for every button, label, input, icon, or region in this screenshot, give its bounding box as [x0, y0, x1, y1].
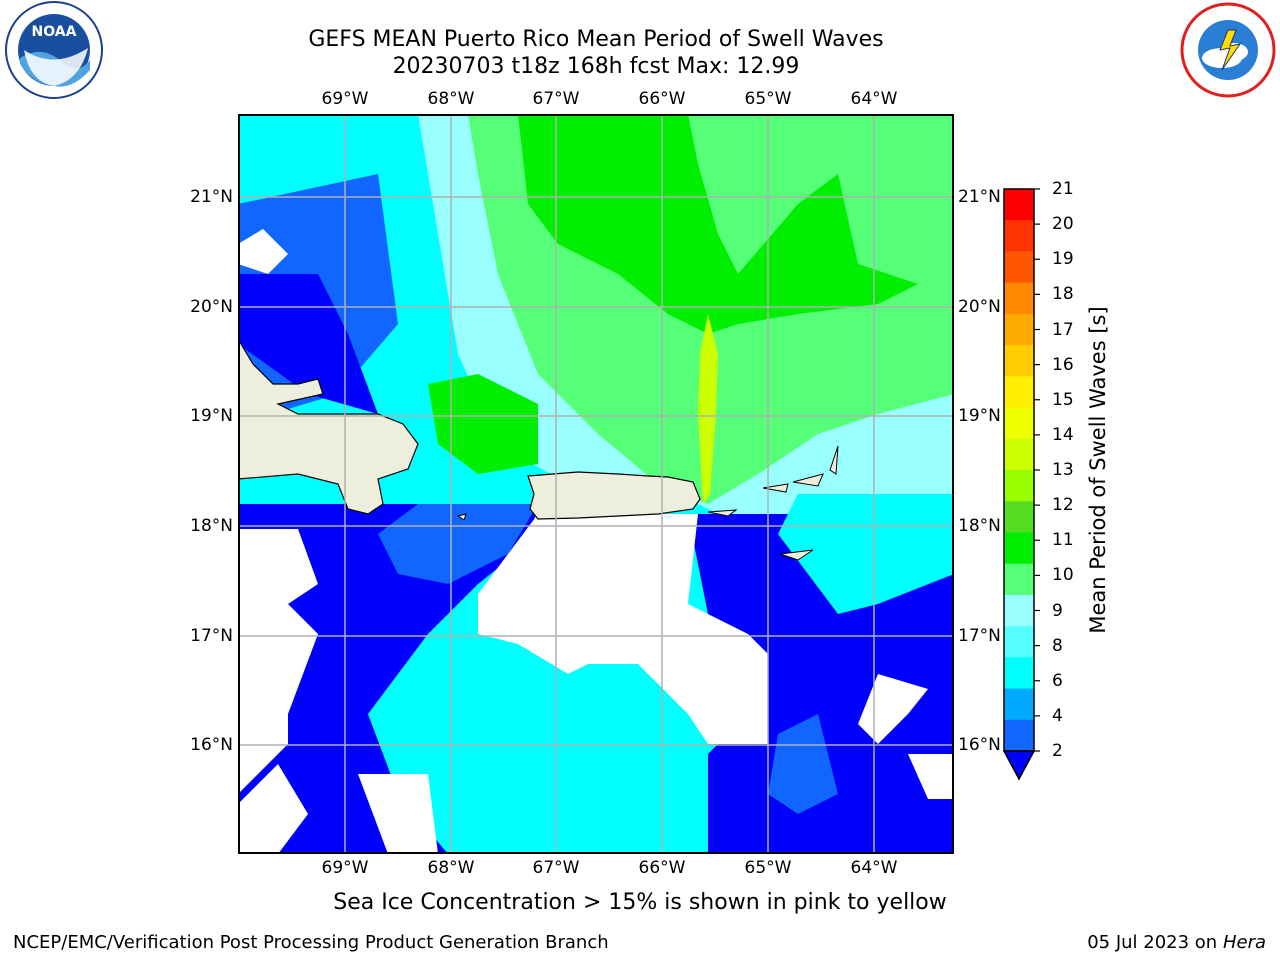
colorbar-tick-label: 10 — [1052, 565, 1074, 586]
colorbar-tick-label: 11 — [1052, 530, 1074, 551]
nws-logo — [1180, 2, 1276, 98]
lat-label-right: 21°N — [958, 187, 1001, 207]
no-data-area — [908, 754, 954, 799]
colorbar-band — [1004, 594, 1034, 627]
colorbar-tick-label: 6 — [1052, 670, 1063, 691]
lon-label-top: 68°W — [427, 89, 475, 109]
lat-label-left: 21°N — [190, 187, 233, 207]
map-frame — [238, 114, 954, 854]
lon-label-bottom: 66°W — [638, 858, 686, 878]
chart-subtitle: 20230703 t18z 168h fcst Max: 12.99 — [392, 54, 800, 79]
colorbar-band — [1004, 626, 1034, 658]
colorbar-band — [1004, 563, 1034, 596]
colorbar-band — [1004, 501, 1034, 533]
land-islands — [829, 445, 839, 475]
colorbar-tick-label: 20 — [1052, 214, 1074, 235]
lat-label-left: 19°N — [190, 406, 233, 426]
lon-label-top: 69°W — [321, 89, 369, 109]
colorbar-band — [1004, 220, 1034, 252]
colorbar-band — [1004, 532, 1034, 565]
colorbar-band — [1004, 719, 1034, 752]
footer-date-text: 05 Jul 2023 on — [1087, 932, 1223, 953]
contour-band-cyan-east — [778, 494, 954, 614]
no-data-area — [358, 774, 438, 854]
land-puerto-rico — [527, 471, 701, 520]
contour-band-light-blue-south — [378, 504, 538, 584]
colorbar-band — [1004, 688, 1034, 721]
colorbar-band — [1004, 251, 1034, 284]
contour-band-light-blue-east — [768, 714, 838, 814]
contour-band-blue-west — [238, 274, 378, 414]
no-data-area — [858, 674, 928, 744]
lon-label-top: 66°W — [638, 89, 686, 109]
colorbar-tick-label: 2 — [1052, 741, 1063, 761]
colorbar-band — [1004, 313, 1034, 346]
footer-credit: NCEP/EMC/Verification Post Processing Pr… — [13, 932, 609, 953]
no-data-area — [238, 529, 318, 794]
colorbar — [1002, 188, 1040, 781]
no-data-area — [238, 229, 288, 274]
no-data-area — [478, 514, 768, 744]
contour-band-blue-south — [238, 504, 538, 854]
lon-label-bottom: 68°W — [427, 858, 475, 878]
colorbar-label: Mean Period of Swell Waves [s] — [1086, 306, 1110, 634]
contour-band-green-west — [428, 374, 538, 474]
noaa-logo: NOAA — [5, 1, 103, 99]
colorbar-tick-label: 12 — [1052, 495, 1074, 516]
colorbar-band — [1004, 282, 1034, 315]
lon-label-top: 67°W — [532, 89, 580, 109]
contour-band-green — [518, 114, 918, 334]
contour-band-yellow-green — [698, 314, 718, 504]
land-islands — [779, 549, 814, 561]
swell-period-map — [238, 114, 954, 854]
colorbar-tick-label: 18 — [1052, 284, 1074, 305]
lon-label-bottom: 65°W — [744, 858, 792, 878]
land-islands — [707, 509, 738, 517]
land-islands — [456, 513, 467, 521]
lon-label-bottom: 67°W — [532, 858, 580, 878]
lat-label-right: 17°N — [958, 626, 1001, 646]
colorbar-tick-label: 4 — [1052, 705, 1063, 726]
no-data-area — [238, 764, 308, 854]
lat-label-left: 17°N — [190, 626, 233, 646]
lon-label-top: 64°W — [850, 89, 898, 109]
colorbar-band — [1004, 438, 1034, 471]
colorbar-band — [1004, 470, 1034, 502]
lon-label-bottom: 64°W — [850, 858, 898, 878]
lat-label-right: 19°N — [958, 406, 1001, 426]
colorbar-tick-label: 14 — [1052, 424, 1074, 445]
footer-date: 05 Jul 2023 on Hera — [1087, 932, 1266, 953]
lat-label-right: 16°N — [958, 735, 1001, 755]
lon-label-top: 65°W — [744, 89, 792, 109]
colorbar-tick-label: 21 — [1052, 179, 1074, 199]
colorbar-tick-label: 17 — [1052, 319, 1074, 340]
colorbar-band — [1004, 657, 1034, 690]
colorbar-tick-label: 9 — [1052, 600, 1063, 621]
colorbar-band — [1004, 189, 1034, 221]
lat-label-left: 18°N — [190, 516, 233, 536]
svg-text:NOAA: NOAA — [32, 24, 77, 40]
lat-label-left: 20°N — [190, 297, 233, 317]
lon-label-bottom: 69°W — [321, 858, 369, 878]
lat-label-left: 16°N — [190, 735, 233, 755]
colorbar-band — [1004, 376, 1034, 409]
colorbar-tick-label: 16 — [1052, 354, 1074, 375]
footer-machine: Hera — [1222, 932, 1266, 953]
graticule — [238, 114, 954, 854]
colorbar-tick-label: 15 — [1052, 389, 1074, 410]
colorbar-tick-label: 8 — [1052, 635, 1063, 656]
colorbar-band — [1004, 407, 1034, 440]
land-hispaniola — [238, 337, 419, 515]
sea-ice-note: Sea Ice Concentration > 15% is shown in … — [333, 890, 947, 915]
lat-label-right: 20°N — [958, 297, 1001, 317]
colorbar-tick-label: 19 — [1052, 249, 1074, 270]
colorbar-extension — [1002, 750, 1036, 781]
lat-label-right: 18°N — [958, 516, 1001, 536]
colorbar-band — [1004, 345, 1034, 377]
chart-title: GEFS MEAN Puerto Rico Mean Period of Swe… — [308, 27, 884, 52]
colorbar-tick-label: 13 — [1052, 460, 1074, 480]
land-islands — [792, 473, 824, 487]
land-islands — [762, 483, 789, 493]
